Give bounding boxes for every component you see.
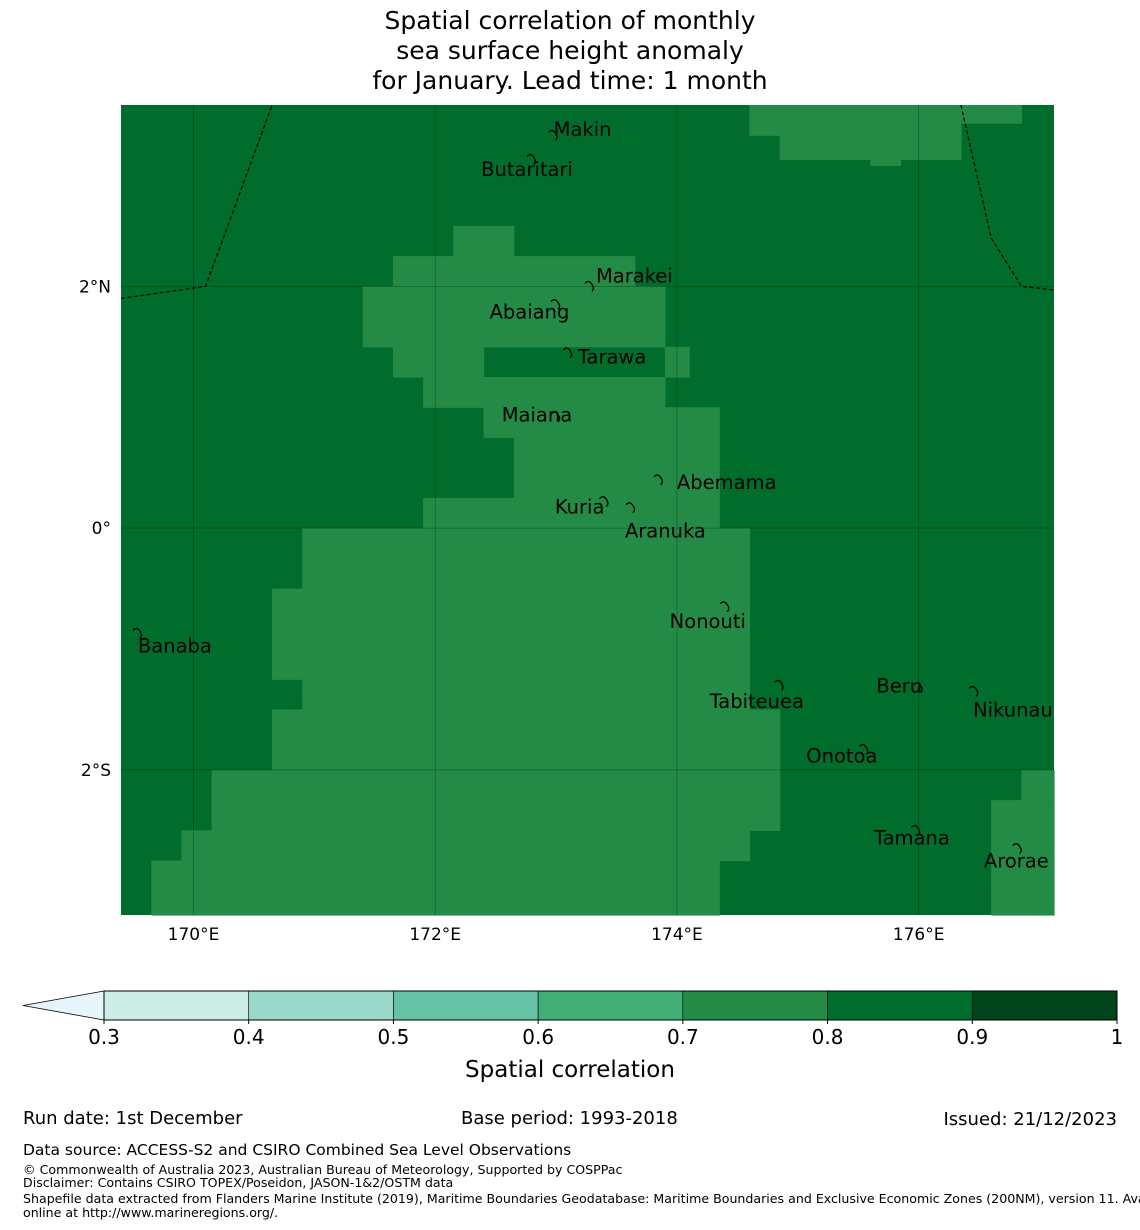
colorbar-bin [248,990,394,1021]
colorbar-tick-label: 0.5 [378,1025,410,1049]
island-outline [550,411,561,423]
colorbar-bin [393,990,539,1021]
island-label: Abemama [677,471,777,494]
correlation-cell [423,377,666,408]
island-label: Nikunau [973,698,1053,721]
island-outline [562,347,573,359]
correlation-cell [960,105,1022,124]
correlation-cell [900,105,962,161]
x-tick-label: 176°E [893,925,945,945]
colorbar-tick-label: 1 [1111,1025,1124,1049]
island-label: Tarawa [577,345,647,368]
correlation-cell [423,497,720,529]
island-outline [584,280,595,292]
shapefile-credit-2: online at http://www.marineregions.org/. [23,1205,279,1220]
colorbar-tick-label: 0.6 [522,1025,554,1049]
correlation-cell [749,105,781,136]
correlation-cell [392,256,636,287]
island-label: Tabiteuea [709,690,804,713]
island-outline [910,824,921,836]
title-line-2: sea surface height anomaly [396,36,744,65]
run-date: Run date: 1st December [23,1108,243,1129]
correlation-cell [779,105,871,161]
island-outline [653,474,663,486]
island-label: Butaritari [481,158,573,181]
island-label: Banaba [138,634,212,657]
island-outline [968,685,979,697]
island-outline [858,743,869,755]
correlation-cell [664,346,690,378]
correlation-cell [302,679,751,711]
island-label: Maiana [502,403,572,426]
colorbar: 0.3 0.4 0.5 0.6 0.7 0.8 0.9 1 Spatial correlatio… [22,990,1124,1083]
island-label: Beru [876,674,922,697]
island-label: Tamana [873,827,950,850]
y-tick-label: 0° [92,519,111,539]
base-period: Base period: 1993-2018 [461,1108,678,1129]
colorbar-label: Spatial correlation [465,1057,675,1083]
colorbar-bin [537,990,684,1021]
correlation-cell [991,800,1055,916]
colorbar-tick-label: 0.4 [233,1025,265,1049]
colorbar-tick-label: 0.3 [88,1025,120,1049]
map-figure: 170°E 172°E 174°E 176°E 2°N 0° 2°S Makin Butarit… [22,104,1124,1083]
colorbar-bin [827,990,973,1021]
island-label: Onotoa [806,744,877,767]
correlation-cell [392,346,485,378]
colorbar-bin [103,990,250,1021]
island-outline [548,129,558,141]
colorbar-tick-label: 0.7 [667,1025,699,1049]
correlation-cell [211,769,781,831]
correlation-cell [302,528,751,590]
correlation-cell [870,105,902,167]
map-title: Spatial correlation of monthly sea surfa… [0,6,1140,96]
correlation-cell [1021,769,1055,801]
x-tick-label: 174°E [651,925,703,945]
eez-boundary-east [960,104,1055,291]
colorbar-tick-label: 0.9 [956,1025,988,1049]
island-outline [625,502,636,514]
shapefile-credit-1: Shapefile data extracted from Flanders M… [23,1191,1140,1206]
title-line-1: Spatial correlation of monthly [384,6,756,35]
island-outline [550,299,561,310]
island-outline [913,682,923,694]
correlation-cell [181,830,751,862]
island-label: Kuria [555,495,605,518]
correlation-cell [151,860,720,916]
correlation-cell [513,437,720,499]
y-tick-label: 2°S [81,761,111,781]
colorbar-frame [103,990,1118,1021]
copyright: © Commonwealth of Australia 2023, Austra… [23,1162,623,1177]
island-outline [598,496,609,507]
island-outline [1012,843,1022,854]
island-label: Aranuka [625,520,706,543]
island-outline [526,154,537,165]
island-label: Arorae [984,850,1049,873]
x-tick-label: 172°E [409,925,461,945]
island-outline [774,679,784,691]
x-tick-label: 170°E [168,925,220,945]
island-outline [132,627,143,639]
colorbar-extend-arrow [22,990,105,1021]
correlation-cell [362,286,666,348]
island-label: Nonouti [670,610,746,633]
data-source: Data source: ACCESS-S2 and CSIRO Combine… [23,1141,572,1159]
map-plot-area: 170°E 172°E 174°E 176°E 2°N 0° 2°S Makin Butarit… [79,104,1055,945]
correlation-cell [272,588,751,680]
correlation-cell [453,225,515,257]
correlation-cell [483,407,720,439]
colorbar-tick-label: 0.8 [812,1025,844,1049]
island-outline [719,601,730,613]
correlation-cell [272,709,781,771]
disclaimer: Disclaimer: Contains CSIRO TOPEX/Poseido… [23,1175,454,1190]
colorbar-bin [682,990,828,1021]
island-label: Makin [554,118,612,141]
colorbar-bin [971,990,1118,1021]
y-tick-label: 2°N [79,277,111,297]
issued-date: Issued: 21/12/2023 [943,1109,1117,1130]
island-label: Marakei [596,264,673,287]
title-line-3: for January. Lead time: 1 month [372,66,768,95]
eez-boundary-west [120,104,273,299]
island-label: Abaiang [490,301,570,324]
